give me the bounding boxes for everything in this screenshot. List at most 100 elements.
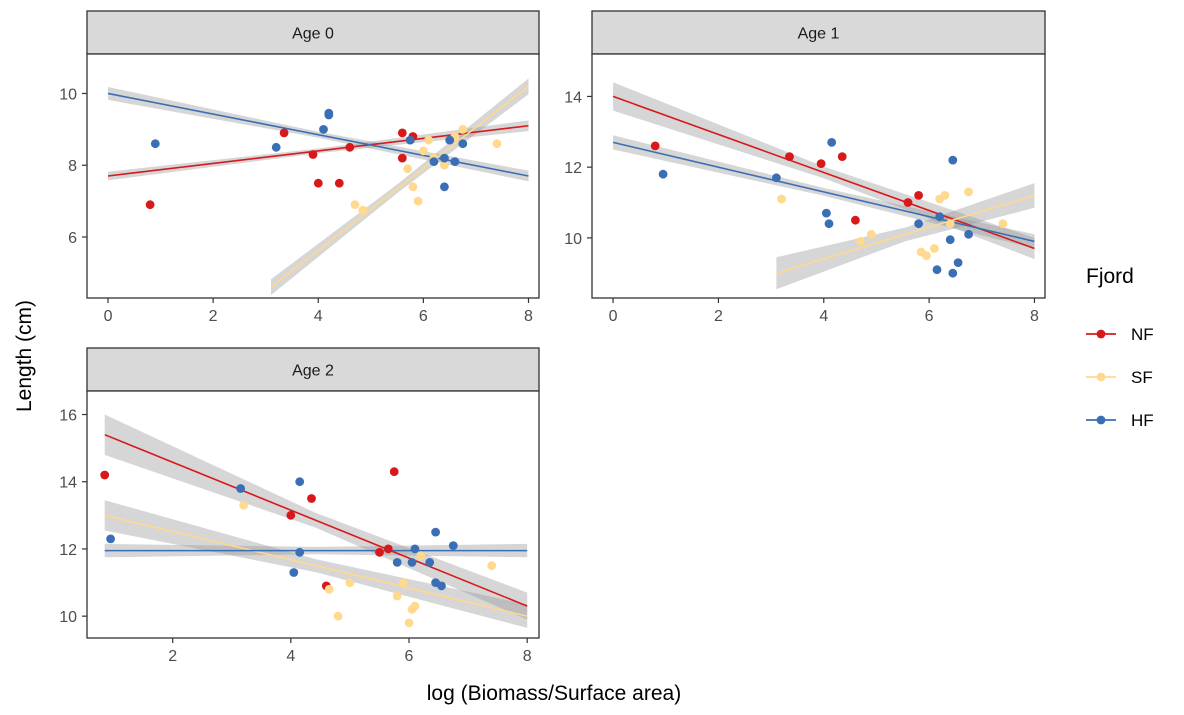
point-nf-age-0-2 [308,150,318,159]
point-sf-age-1-8 [945,219,955,229]
point-hf-age-0-1 [271,142,281,152]
plot-marks-age-1 [612,82,1035,290]
legend-item-nf: NF [1086,325,1154,344]
point-sf-age-1-7 [940,191,950,200]
point-hf-age-1-8 [945,235,955,245]
ci-band-nf-age-1 [613,82,1035,260]
x-tick-label-age-2-6: 6 [405,648,414,665]
fit-line-nf-age-2 [104,433,528,607]
x-tick-label-age-2-2: 2 [168,648,177,665]
plot-area-age-1 [592,54,1045,298]
x-tick-label-age-1-8: 8 [1030,308,1039,325]
panel-age-2: Age 2 2 4 6 8 10 12 14 16 [59,347,540,665]
y-axis-title: Length (cm) [13,300,36,412]
point-hf-age-2-7 [410,544,420,554]
point-hf-age-2-1 [236,484,246,493]
point-hf-age-2-10 [431,527,440,537]
point-hf-age-2-11 [437,581,446,591]
strip-label-age-0: Age 0 [292,26,334,43]
point-hf-age-1-9 [948,268,958,278]
point-sf-age-1-5 [930,244,939,253]
panel-age-1: Age 1 0 2 4 6 8 10 12 14 [564,10,1046,325]
point-nf-age-1-4 [851,215,860,225]
point-nf-age-2-0 [100,470,110,480]
point-nf-age-0-3 [313,178,323,188]
panel-border-age-2 [86,390,540,639]
legend-item-sf: SF [1086,368,1153,387]
y-tick-label-age-1-10: 10 [564,231,582,248]
y-tick-label-age-0-10: 10 [59,86,77,103]
x-tick-label-age-0-6: 6 [419,308,428,325]
point-nf-age-0-1 [279,128,289,138]
point-nf-age-1-0 [650,141,660,151]
panel-age-0: Age 0 0 2 4 6 8 6 8 10 [59,10,540,325]
point-sf-age-2-5 [398,578,408,587]
plot-marks-age-2 [100,414,528,628]
point-hf-age-2-0 [106,534,115,544]
point-sf-age-1-10 [998,219,1008,229]
point-hf-age-1-5 [914,219,923,229]
point-nf-age-0-4 [334,178,344,188]
point-hf-age-1-11 [953,258,963,267]
point-hf-age-1-1 [772,173,781,183]
ci-band-sf-age-1 [776,183,1035,290]
point-hf-age-0-5 [405,135,415,145]
point-hf-age-0-11 [458,139,468,149]
point-sf-age-2-4 [392,591,402,601]
y-tick-label-age-2-14: 14 [59,475,77,492]
point-nf-age-0-0 [145,200,155,210]
plot-area-age-0 [87,54,539,298]
point-sf-age-0-1 [358,205,368,215]
fit-line-hf-age-1 [612,141,1035,243]
x-tick-label-age-1-0: 0 [609,308,618,325]
point-nf-age-0-7 [397,128,407,138]
point-sf-age-1-1 [856,237,865,246]
point-nf-age-0-5 [345,142,355,152]
plot-area-age-2 [87,391,539,638]
point-sf-age-2-2 [333,611,343,621]
point-nf-age-2-4 [375,547,384,557]
x-tick-label-age-0-8: 8 [524,308,533,325]
point-hf-age-1-10 [948,155,958,165]
point-nf-age-2-5 [383,544,393,554]
point-hf-age-0-8 [440,182,449,192]
point-hf-age-2-5 [392,558,402,567]
point-hf-age-1-7 [935,212,945,222]
point-hf-age-1-2 [822,208,831,218]
point-sf-age-0-10 [458,124,468,134]
x-tick-label-age-0-2: 2 [209,308,218,325]
point-hf-age-2-2 [289,568,299,577]
point-nf-age-1-5 [903,198,913,207]
point-sf-age-2-9 [416,551,426,561]
fit-line-sf-age-1 [776,194,1035,275]
x-tick-label-age-1-6: 6 [925,308,934,325]
x-tick-label-age-0-0: 0 [104,308,113,325]
legend-label-hf: HF [1131,411,1154,430]
legend-label-nf: NF [1131,325,1154,344]
point-hf-age-2-12 [448,541,458,550]
point-nf-age-1-3 [837,152,847,162]
strip-age-0 [86,10,540,55]
y-tick-label-age-1-12: 12 [564,160,582,177]
point-hf-age-2-8 [425,558,435,567]
legend-title: Fjord [1086,265,1134,288]
legend-item-hf: HF [1086,411,1154,430]
strip-age-2 [86,347,540,392]
point-sf-age-0-0 [350,200,360,210]
x-tick-label-age-0-4: 4 [314,308,323,325]
point-hf-age-0-10 [450,157,460,167]
point-sf-age-0-2 [403,164,412,174]
fit-line-sf-age-2 [104,514,528,617]
point-hf-age-0-0 [150,139,160,149]
point-sf-age-0-3 [408,182,418,192]
point-sf-age-2-0 [239,500,249,510]
x-tick-label-age-1-4: 4 [819,308,828,325]
x-tick-label-age-1-2: 2 [714,308,723,325]
point-sf-age-2-1 [324,584,334,594]
point-sf-age-2-10 [487,561,497,571]
y-tick-label-age-2-16: 16 [59,408,77,425]
point-nf-age-2-1 [286,510,296,520]
strip-age-1 [591,10,1046,55]
point-nf-age-1-2 [816,159,826,169]
point-sf-age-0-11 [492,139,502,149]
